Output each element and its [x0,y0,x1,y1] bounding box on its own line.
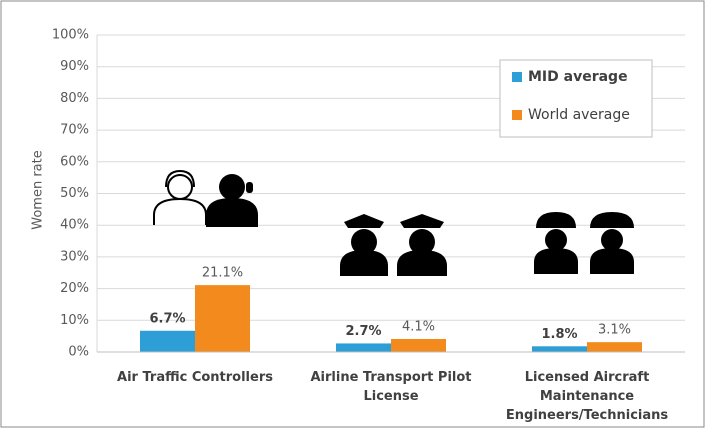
y-tick-label: 100% [52,28,89,43]
y-tick-label: 80% [60,91,89,106]
x-tick-label: Airline Transport Pilot License [310,370,472,404]
icon-controller [206,174,258,227]
legend-label: World average [528,107,630,123]
legend-swatch [512,110,522,120]
data-label: 3.1% [598,323,631,338]
legend-label: MID average [528,69,628,85]
data-label: 6.7% [149,311,185,326]
y-tick-label: 30% [60,249,89,264]
x-tick-label: Air Traffic Controllers [117,370,273,385]
bar [140,330,195,352]
y-tick-label: 0% [68,345,89,360]
bar [587,342,642,352]
y-tick-label: 20% [60,281,89,296]
y-tick-label: 40% [60,218,89,233]
data-label: 4.1% [402,320,435,335]
y-tick-label: 10% [60,313,89,328]
data-label: 21.1% [202,266,243,281]
icon-engineers [534,212,634,274]
bar [391,339,446,352]
data-label: 1.8% [541,327,577,342]
bar [532,346,587,352]
data-label: 2.7% [345,324,381,339]
icon-controller-outline [153,169,207,225]
y-tick-label: 60% [60,154,89,169]
bar [336,343,391,352]
legend-box [499,59,653,138]
y-tick-label: 70% [60,123,89,138]
icon-pilots [340,214,447,276]
x-tick-label: Licensed Aircraft Maintenance Engineers/… [505,370,669,423]
legend-swatch [512,72,522,82]
y-tick-label: 50% [60,186,89,201]
y-axis-label: Women rate [31,150,46,230]
y-tick-label: 90% [60,59,89,74]
bar [195,285,250,352]
